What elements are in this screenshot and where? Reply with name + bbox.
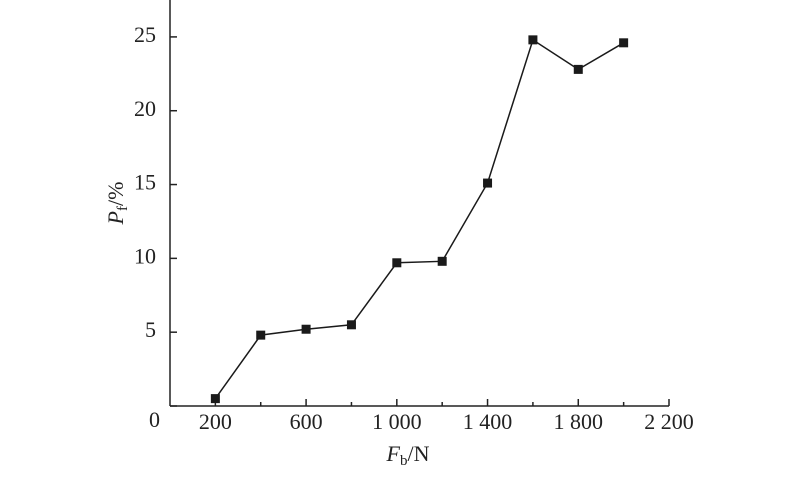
point [392, 258, 402, 268]
y-tick-label: 15 [134, 170, 156, 195]
series-line [214, 38, 625, 400]
x-axis-label: Fb/N [386, 441, 430, 469]
y-tick-label: 20 [134, 96, 156, 121]
x-tick-label: 1 400 [463, 409, 513, 434]
x-tick-label: 1 000 [372, 409, 422, 434]
point [301, 324, 311, 334]
point [346, 320, 356, 330]
y-tick-label: 0 [149, 407, 160, 432]
y-tick-label: 5 [145, 317, 156, 342]
y-axis-label: Pf/% [103, 182, 131, 226]
y-tick-label: 10 [134, 243, 156, 268]
x-tick-label: 1 800 [554, 409, 604, 434]
point [619, 38, 629, 48]
y-tick-label: 25 [134, 22, 156, 47]
point [437, 256, 447, 266]
point [210, 394, 220, 404]
x-tick-label: 200 [199, 409, 232, 434]
point [528, 35, 538, 45]
x-tick-label: 2 200 [644, 409, 694, 434]
point [256, 330, 266, 340]
point [573, 64, 583, 74]
point [483, 178, 493, 188]
x-tick-label: 600 [290, 409, 323, 434]
